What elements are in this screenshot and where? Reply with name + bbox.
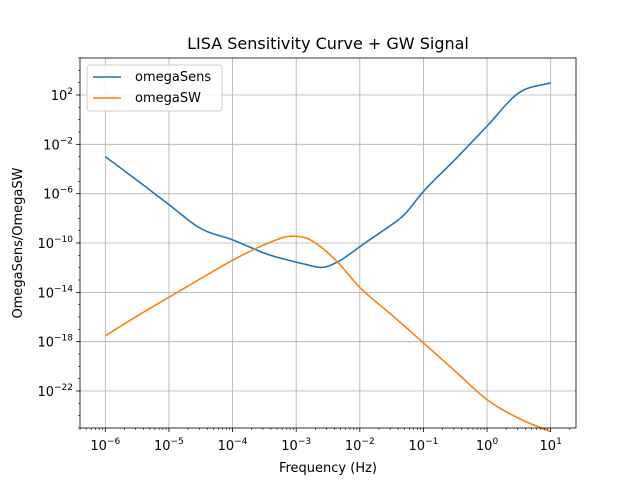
y-tick-label: 10−6 xyxy=(43,186,73,203)
grid xyxy=(80,58,576,428)
series-line-omegaSens xyxy=(104,81,551,269)
x-tick-label: 101 xyxy=(540,437,562,454)
y-tick-label: 10−14 xyxy=(37,284,73,301)
x-axis-ticks: 10−6 10−5 10−4 10−3 10−2 10−1 100 101 xyxy=(79,428,571,454)
x-tick-label: 100 xyxy=(476,437,499,454)
x-tick-label: 10−1 xyxy=(409,437,439,454)
x-tick-label: 10−6 xyxy=(90,437,120,454)
y-axis-label: OmegaSens/OmegaSW xyxy=(11,167,26,318)
y-tick-label: 102 xyxy=(51,87,73,104)
y-tick-label: 10−18 xyxy=(37,334,73,351)
y-tick-label: 10−10 xyxy=(37,235,73,252)
chart-title: LISA Sensitivity Curve + GW Signal xyxy=(187,34,469,53)
series-line-omegaSW xyxy=(104,235,551,433)
x-tick-label: 10−3 xyxy=(281,437,311,454)
y-axis-ticks: 10−22 10−18 10−14 10−10 10−6 10−2 102 xyxy=(37,57,80,429)
x-tick-label: 10−2 xyxy=(345,437,375,454)
y-tick-label: 10−22 xyxy=(37,383,73,400)
legend: omegaSens omegaSW xyxy=(86,64,223,112)
y-tick-label: 10−2 xyxy=(43,136,73,153)
x-tick-label: 10−4 xyxy=(218,437,248,454)
x-tick-label: 10−5 xyxy=(154,437,184,454)
legend-label-omegaSW: omegaSW xyxy=(135,91,201,106)
x-axis-label: Frequency (Hz) xyxy=(279,461,377,476)
legend-label-omegaSens: omegaSens xyxy=(135,70,211,85)
series-lines xyxy=(104,81,551,433)
